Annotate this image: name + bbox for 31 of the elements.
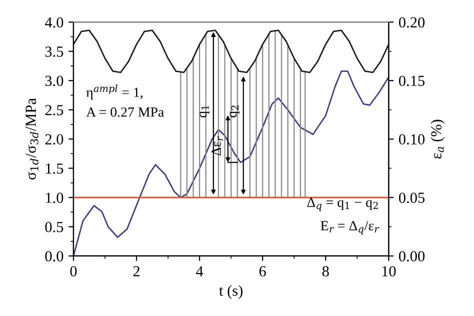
y-tick-label: 2.5 <box>45 104 64 116</box>
annotation: q$_{1}$ <box>200 106 210 118</box>
y2-tick-label: 0.15 <box>398 76 425 86</box>
y-tick-label: 3.0 <box>45 76 64 86</box>
annotation: Δε$_{r}$ <box>212 136 223 156</box>
y2-tick-label: 0.10 <box>398 134 425 145</box>
x-axis-title: t (s) <box>219 285 242 299</box>
x-tick-label: 4 <box>196 266 204 276</box>
x-tick-label: 8 <box>322 266 329 276</box>
line-series <box>73 30 389 74</box>
x-tick-label: 6 <box>259 266 266 276</box>
y2-tick-label: 0.20 <box>398 17 425 28</box>
y-tick-label: 1.5 <box>46 163 64 174</box>
annotation: Δ$_{q}$ = q$_{1}$ − q$_{2}$ <box>307 198 378 212</box>
y2-axis-title: ε$_{a}$ (%) <box>430 120 445 159</box>
annotation: A = 0.27 MPa <box>86 107 164 117</box>
x-tick-label: 0 <box>70 266 77 276</box>
annotation: η$^{ampl}$ = 1, <box>86 84 142 100</box>
x-tick-label: 10 <box>382 266 396 276</box>
y-tick-label: 4.0 <box>44 17 64 28</box>
annotation: E$_{r}$ = Δ$_{q}$/ε$_{r}$ <box>320 221 380 234</box>
y-tick-label: 1.0 <box>46 192 64 204</box>
x-tick-label: 2 <box>133 266 140 276</box>
y-tick-label: 0.5 <box>45 222 64 232</box>
annotation: q$_{2}$ <box>230 106 240 118</box>
y-tick-label: 0.0 <box>45 251 64 262</box>
y-tick-label: 2.0 <box>45 134 64 145</box>
y2-tick-label: 0.05 <box>398 192 425 204</box>
y-axis-title: σ$_{1d}$/σ$_{3d}$/MPa <box>26 98 38 180</box>
y2-tick-label: 0.00 <box>398 251 425 262</box>
y-tick-label: 3.5 <box>45 46 64 57</box>
